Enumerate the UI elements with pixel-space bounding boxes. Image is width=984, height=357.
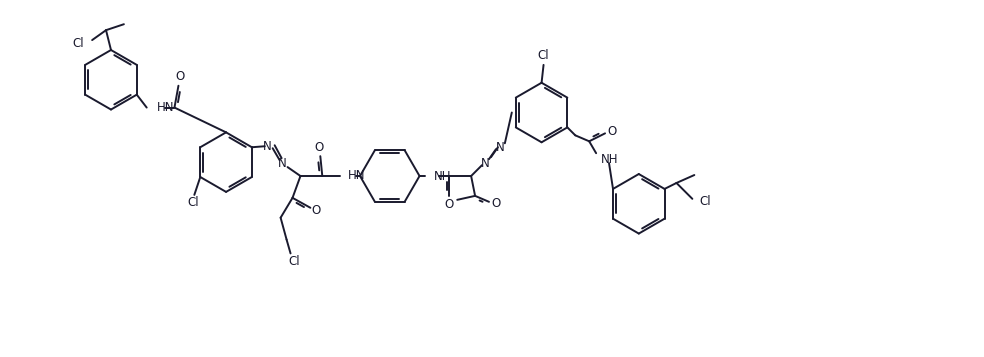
- Text: O: O: [491, 197, 501, 210]
- Text: O: O: [312, 204, 321, 217]
- Text: O: O: [445, 198, 454, 211]
- Text: HN: HN: [156, 101, 174, 114]
- Text: NH: NH: [433, 170, 451, 182]
- Text: Cl: Cl: [188, 196, 199, 209]
- Text: O: O: [315, 141, 324, 154]
- Text: N: N: [480, 157, 489, 170]
- Text: Cl: Cl: [288, 255, 300, 268]
- Text: N: N: [496, 141, 504, 154]
- Text: O: O: [176, 70, 185, 83]
- Text: HN: HN: [348, 169, 366, 181]
- Text: N: N: [278, 157, 287, 170]
- Text: Cl: Cl: [73, 36, 85, 50]
- Text: N: N: [264, 140, 273, 153]
- Text: Cl: Cl: [700, 195, 710, 208]
- Text: O: O: [607, 125, 617, 138]
- Text: Cl: Cl: [537, 50, 549, 62]
- Text: NH: NH: [601, 153, 619, 166]
